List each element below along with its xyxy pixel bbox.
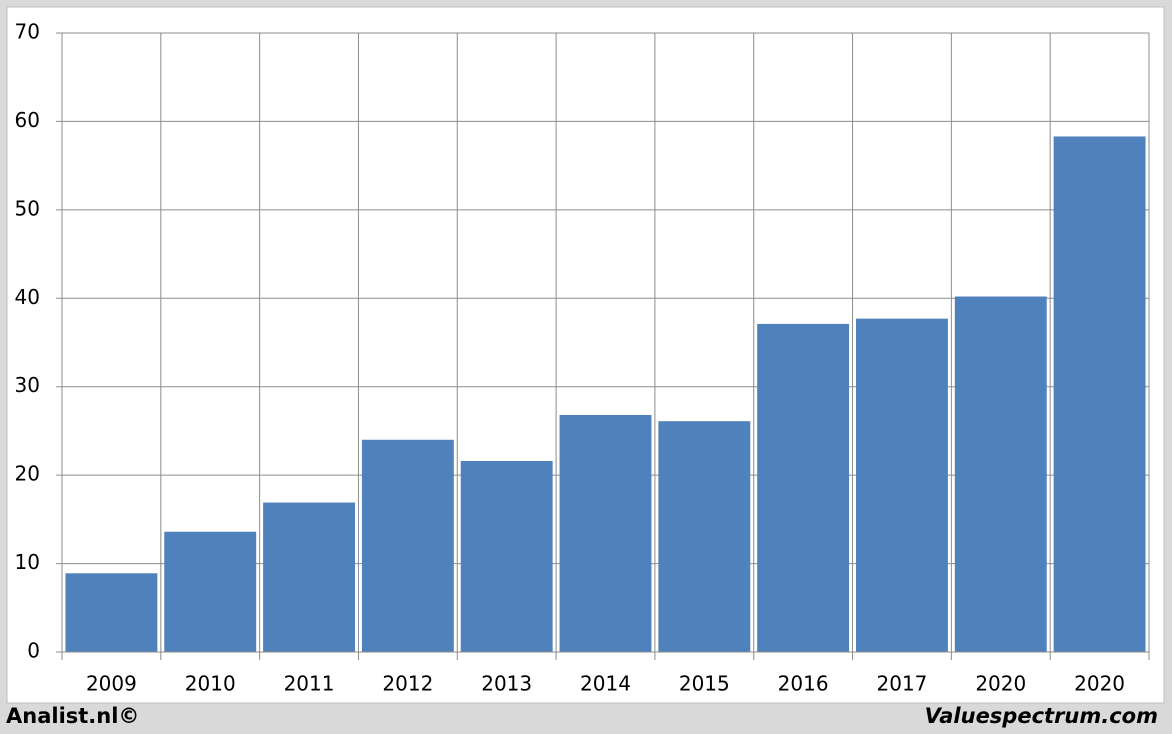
footer-left: Analist.nl© xyxy=(6,704,139,728)
bar xyxy=(263,502,355,652)
bar xyxy=(460,460,553,652)
x-tick-label: 2017 xyxy=(877,672,928,696)
x-tick-label: 2014 xyxy=(580,672,631,696)
bar xyxy=(856,318,948,652)
bar xyxy=(559,415,652,652)
y-tick-label: 20 xyxy=(15,462,40,486)
x-tick-label: 2012 xyxy=(382,672,433,696)
bar xyxy=(658,421,751,652)
y-tick-label: 70 xyxy=(15,20,40,44)
bar xyxy=(65,573,158,652)
y-tick-label: 60 xyxy=(15,108,40,132)
x-tick-label: 2020 xyxy=(1074,672,1125,696)
bar xyxy=(757,323,850,652)
x-tick-label: 2020 xyxy=(975,672,1026,696)
bar xyxy=(1053,136,1146,652)
x-tick-label: 2011 xyxy=(284,672,335,696)
y-tick-label: 40 xyxy=(15,285,40,309)
x-tick-label: 2013 xyxy=(481,672,532,696)
x-tick-label: 2010 xyxy=(185,672,236,696)
y-tick-label: 10 xyxy=(15,550,40,574)
footer-right: Valuespectrum.com xyxy=(925,704,1158,728)
x-tick-label: 2016 xyxy=(778,672,829,696)
x-tick-label: 2015 xyxy=(679,672,730,696)
y-tick-label: 30 xyxy=(15,373,40,397)
bar xyxy=(361,439,454,652)
y-tick-label: 0 xyxy=(27,639,40,663)
bar xyxy=(164,531,257,652)
x-tick-label: 2009 xyxy=(86,672,137,696)
y-tick-label: 50 xyxy=(15,196,40,220)
bar xyxy=(954,296,1047,652)
